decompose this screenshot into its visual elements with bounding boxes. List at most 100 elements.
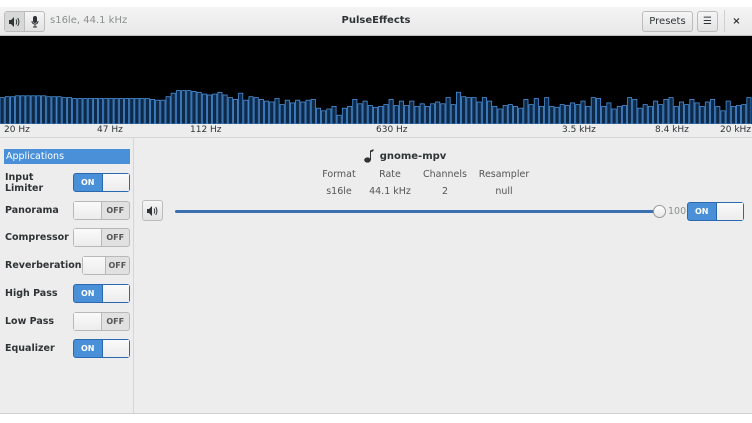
spectrum-bar <box>663 99 669 124</box>
spectrum-bar <box>149 99 155 124</box>
sidebar-item-low-pass[interactable]: Low Pass OFF <box>5 311 130 331</box>
hamburger-icon: ☰ <box>703 16 712 27</box>
frequency-label: 47 Hz <box>97 125 123 135</box>
spectrum-bar <box>585 106 591 124</box>
spectrum-bar <box>528 104 534 124</box>
spectrum-bar <box>279 104 285 124</box>
spectrum-bar <box>544 97 550 124</box>
spectrum-bar <box>414 106 420 124</box>
switch-knob <box>101 340 129 358</box>
stream-name: gnome-mpv <box>379 150 447 162</box>
spectrum-bar <box>134 98 140 124</box>
plugin-label: Input Limiter <box>5 171 44 194</box>
spectrum-bar <box>113 98 119 124</box>
sidebar-item-compressor[interactable]: Compressor OFF <box>5 228 130 248</box>
spectrum-bar <box>699 106 705 124</box>
plugin-switch[interactable]: ON <box>73 173 130 192</box>
volume-slider[interactable] <box>175 210 661 213</box>
spectrum-bar <box>590 97 596 124</box>
spectrum-bar <box>46 96 52 124</box>
spectrum-bar <box>518 107 524 124</box>
spectrum-bar <box>730 106 736 124</box>
spectrum-bar <box>668 97 674 124</box>
mute-button[interactable] <box>142 200 163 221</box>
spectrum-bar <box>658 104 664 124</box>
spectrum-bar <box>274 98 280 124</box>
spectrum-bar <box>326 108 332 124</box>
sidebar-item-high-pass[interactable]: High Pass ON <box>5 283 130 303</box>
spectrum-bar <box>144 98 150 124</box>
sidebar-item-applications[interactable]: Applications <box>4 149 130 164</box>
plugin-switch[interactable]: ON <box>73 339 130 359</box>
spectrum-bar <box>455 91 461 124</box>
spectrum-bar <box>647 106 653 124</box>
plugin-switch[interactable]: OFF <box>73 228 130 248</box>
plugin-switch[interactable]: OFF <box>73 311 130 331</box>
spectrum-bar <box>51 96 57 124</box>
stream-enable-switch[interactable]: ON <box>687 202 744 221</box>
spectrum-bar <box>232 99 238 124</box>
plugin-switch[interactable]: OFF <box>73 200 130 220</box>
stream-value: s16le <box>326 186 352 197</box>
frequency-axis: 20 Hz 47 Hz 112 Hz 630 Hz 3.5 kHz 8.4 kHz 20 k… <box>0 124 752 138</box>
spectrum-bar <box>20 95 26 124</box>
spectrum-bar <box>725 100 731 124</box>
spectrum-bar <box>404 105 410 124</box>
switch-knob <box>715 203 743 220</box>
spectrum-bar <box>492 106 498 124</box>
spectrum-bar <box>673 106 679 124</box>
plugin-label: Low Pass <box>5 315 55 327</box>
switch-knob <box>101 284 129 302</box>
spectrum-bar <box>227 97 233 124</box>
volume-value: 100 <box>668 206 687 217</box>
switch-knob <box>101 174 129 191</box>
plugin-switch[interactable]: ON <box>73 283 130 303</box>
sidebar: Applications Input Limiter ON Panorama OFF C… <box>0 138 134 414</box>
spectrum-bar <box>523 99 529 124</box>
close-button[interactable]: × <box>724 10 748 32</box>
spectrum-bar <box>41 95 47 124</box>
switch-state: OFF <box>106 316 125 326</box>
frequency-label: 630 Hz <box>376 125 408 135</box>
presets-button[interactable]: Presets <box>642 11 693 32</box>
spectrum-bar <box>170 92 176 124</box>
spectrum-bar <box>621 105 627 124</box>
spectrum-bar <box>191 91 197 124</box>
switch-state: ON <box>695 207 709 216</box>
frequency-label: 112 Hz <box>190 125 222 135</box>
format-label: s16le, 44.1 kHz <box>50 15 128 26</box>
spectrum-bar <box>684 104 690 124</box>
spectrum-bar <box>93 98 99 124</box>
spectrum-bar <box>248 96 254 124</box>
spectrum-bar <box>471 97 477 124</box>
spectrum-bar <box>139 98 145 124</box>
sidebar-item-reverberation[interactable]: Reverberation OFF <box>5 256 130 276</box>
spectrum-bar <box>570 102 576 124</box>
spectrum-bar <box>378 106 384 124</box>
spectrum-bar <box>539 106 545 124</box>
microphone-icon[interactable] <box>25 12 44 31</box>
spectrum-bar <box>715 106 721 124</box>
spectrum-bar <box>206 94 212 124</box>
menu-button[interactable]: ☰ <box>697 11 718 32</box>
speaker-icon[interactable] <box>5 12 25 31</box>
spectrum-bar <box>98 98 104 124</box>
spectrum-bar <box>61 97 67 124</box>
sidebar-item-panorama[interactable]: Panorama OFF <box>5 200 130 220</box>
switch-state: ON <box>81 178 95 187</box>
sidebar-item-equalizer[interactable]: Equalizer ON <box>5 339 130 359</box>
header-bar: s16le, 44.1 kHz PulseEffects Presets ☰ × <box>0 7 752 36</box>
spectrum-bar <box>383 104 389 124</box>
spectrum-bar <box>212 93 218 124</box>
sidebar-item-input-limiter[interactable]: Input Limiter ON <box>5 171 130 194</box>
spectrum-bar <box>72 98 78 124</box>
plugin-label: Panorama <box>5 204 59 216</box>
spectrum-bar <box>124 98 130 124</box>
spectrum-bar <box>461 96 467 124</box>
device-switcher[interactable] <box>4 11 45 32</box>
spectrum-bar <box>372 106 378 124</box>
plugin-switch[interactable]: OFF <box>81 256 130 276</box>
spectrum-bar <box>305 99 311 124</box>
volume-slider-handle[interactable] <box>653 205 666 218</box>
plugin-label: Equalizer <box>5 343 55 355</box>
